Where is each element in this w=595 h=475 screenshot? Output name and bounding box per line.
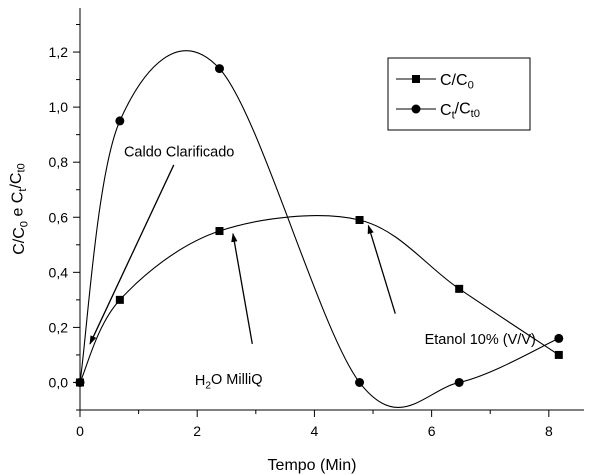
data-point-c-c0: [355, 216, 364, 225]
annotation-label-caldo: Caldo Clarificado: [124, 145, 234, 161]
y-tick-label: 1,2: [49, 44, 69, 60]
data-point-ct-ct0: [554, 333, 564, 343]
y-tick-label: 0,2: [49, 319, 69, 335]
y-tick-label: 0,4: [49, 264, 69, 280]
annotation-label-etanol: Etanol 10% (V/V): [425, 332, 536, 348]
legend-marker-ct-ct0: [411, 104, 421, 114]
y-tick-label: 1,0: [49, 99, 69, 115]
annotation-arrow-etanol: [367, 224, 396, 314]
legend: C/C0 Ct/Ct0: [387, 57, 531, 131]
x-tick-label: 6: [428, 423, 436, 439]
axis-labels: Tempo (Min) C/C0 e Ct/Ct0: [8, 163, 356, 474]
annotation-label-h2o: H2O MilliQ: [195, 372, 263, 391]
annotation-arrow-h2o: [231, 232, 253, 345]
legend-label-c-c0: C/C0: [440, 72, 474, 91]
y-tick-label: 0,0: [49, 374, 69, 390]
y-tick-label: 0,6: [49, 209, 69, 225]
data-markers: [75, 64, 564, 387]
y-axis-label: C/C0 e Ct/Ct0: [8, 163, 30, 255]
legend-marker-c-c0: [412, 75, 420, 83]
x-tick-label: 4: [311, 423, 319, 439]
data-point-ct-ct0: [454, 377, 464, 387]
x-axis-label: Tempo (Min): [268, 457, 357, 474]
data-point-ct-ct0: [214, 64, 224, 74]
data-point-c-c0: [115, 295, 124, 304]
data-point-ct-ct0: [115, 116, 125, 126]
annotations: Caldo Clarificado H2O MilliQ Etanol 10% (V…: [89, 145, 536, 391]
legend-label-ct-ct0: Ct/Ct0: [440, 101, 480, 122]
data-point-c-c0: [215, 227, 224, 236]
legend-box: [387, 57, 531, 131]
data-point-ct-ct0: [355, 377, 365, 387]
y-tick-label: 0,8: [49, 154, 69, 170]
annotation-arrow-caldo: [89, 164, 175, 345]
axes: 0 2 4 6 8 0,0 0,2 0,4 0,6 0,8 1,0 1,2: [49, 8, 584, 439]
x-tick-label: 2: [193, 423, 201, 439]
data-point-ct-ct0: [75, 377, 85, 387]
x-tick-label: 0: [76, 423, 84, 439]
x-tick-label: 8: [545, 423, 553, 439]
data-point-c-c0: [554, 350, 563, 359]
data-point-c-c0: [455, 284, 464, 293]
